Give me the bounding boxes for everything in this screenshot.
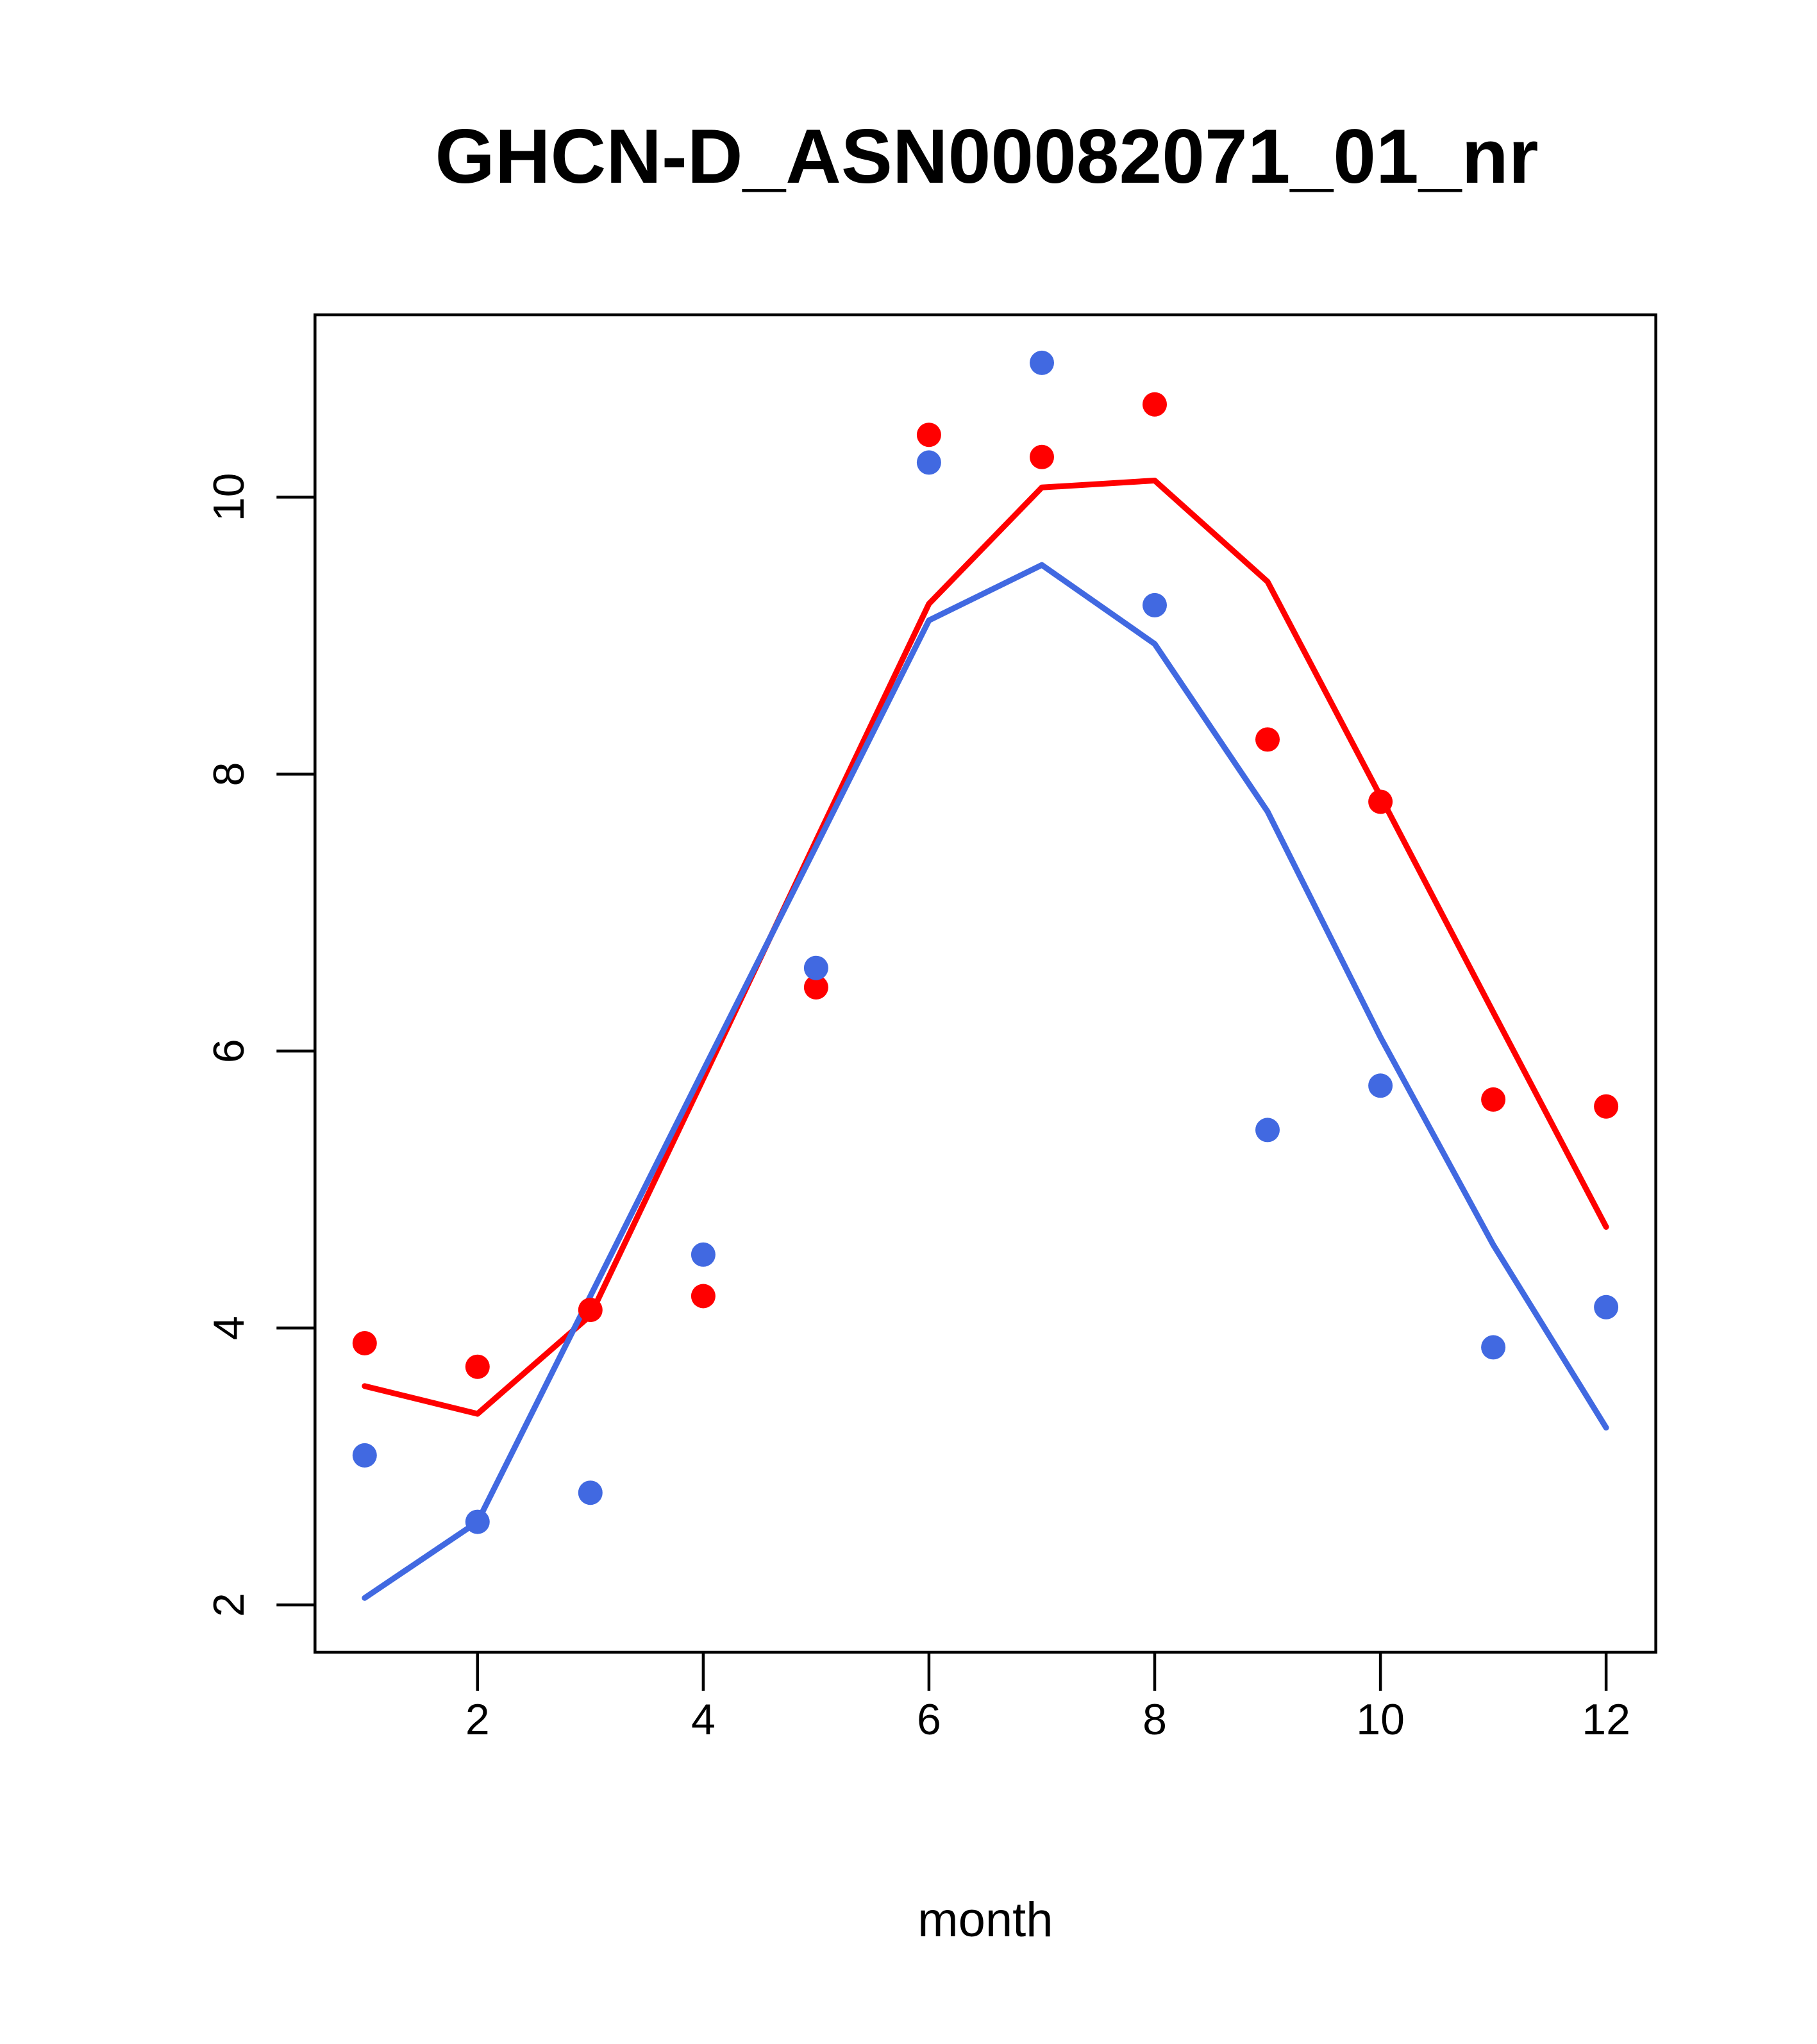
svg-text:8: 8	[205, 762, 253, 786]
svg-text:6: 6	[205, 1039, 253, 1063]
svg-text:6: 6	[917, 1695, 941, 1744]
svg-text:8: 8	[1143, 1695, 1167, 1744]
svg-text:10: 10	[205, 473, 253, 522]
svg-text:2: 2	[205, 1593, 253, 1617]
svg-text:2: 2	[465, 1695, 490, 1744]
svg-text:4: 4	[205, 1316, 253, 1340]
svg-text:month: month	[917, 1893, 1053, 1947]
svg-text:GHCN-D_ASN00082071_01_nr: GHCN-D_ASN00082071_01_nr	[435, 113, 1539, 199]
svg-text:12: 12	[1582, 1695, 1630, 1744]
svg-text:4: 4	[691, 1695, 716, 1744]
svg-text:10: 10	[1356, 1695, 1405, 1744]
